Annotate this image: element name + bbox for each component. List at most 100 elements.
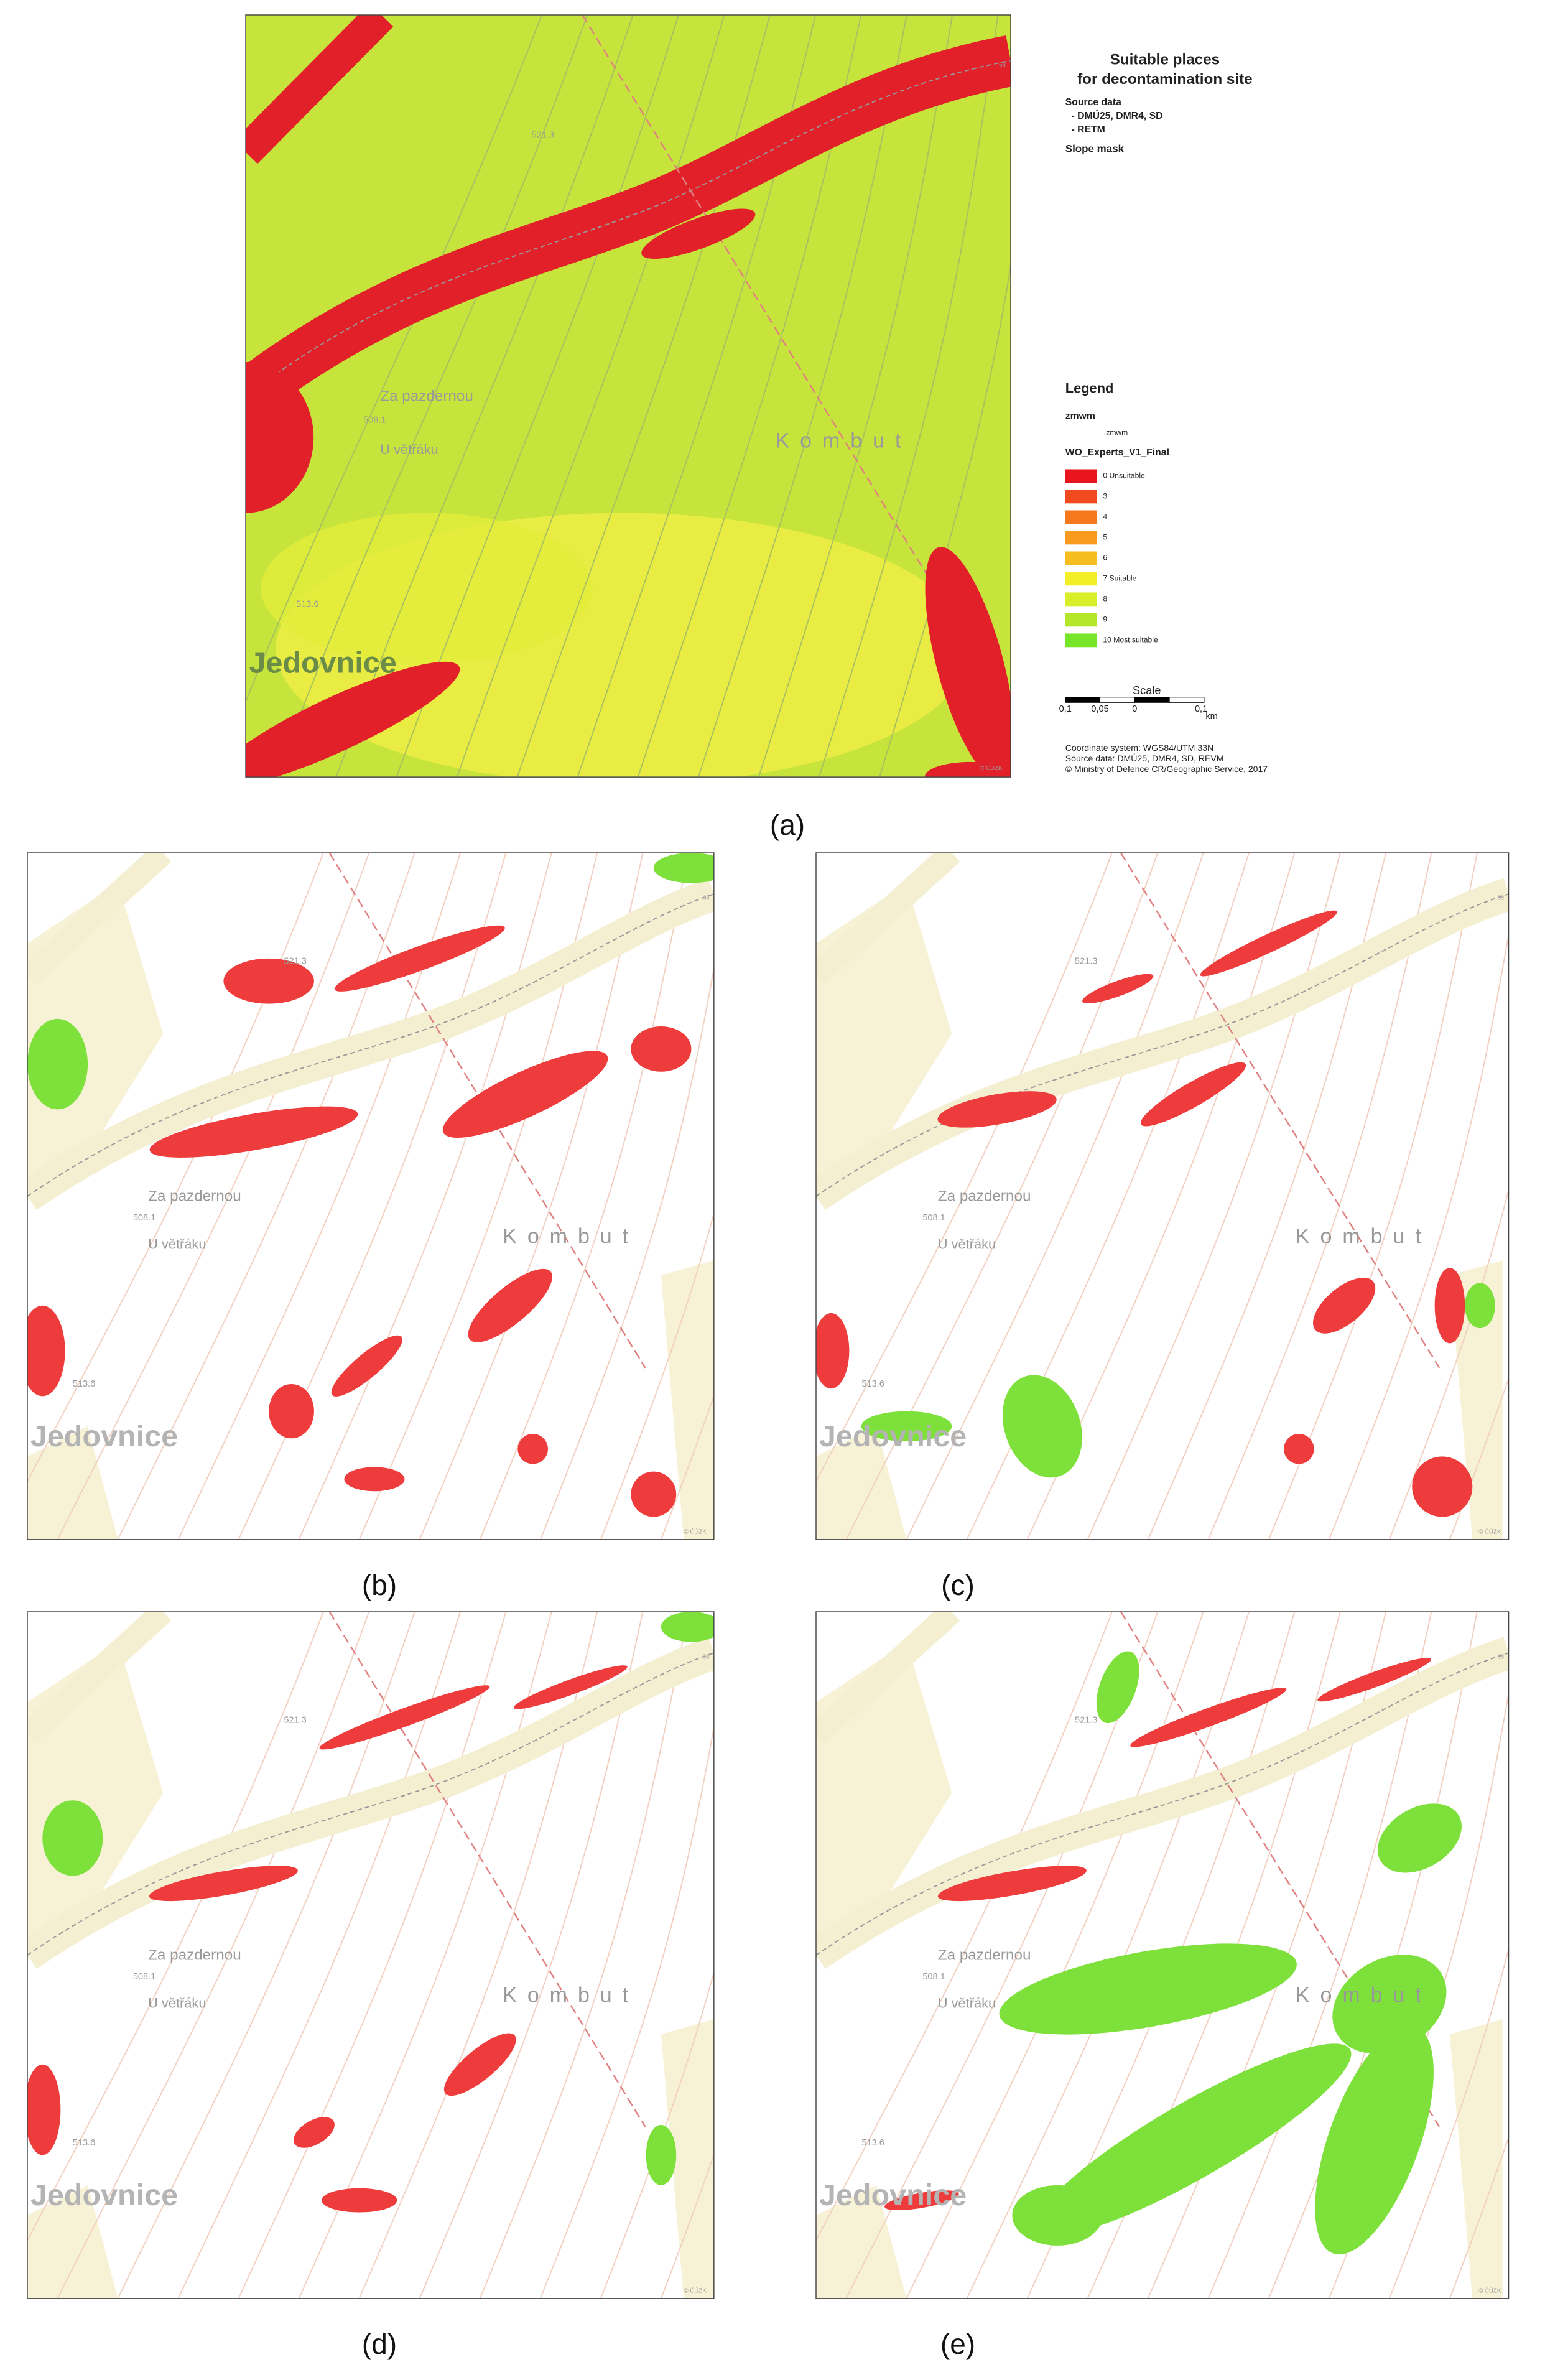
unsuitable-area — [442, 1051, 608, 1138]
suitable-area — [1377, 1803, 1462, 1873]
unsuitable-area — [334, 925, 505, 992]
unsuitable-area — [1434, 1268, 1465, 1344]
panel-label: (b) — [362, 1569, 397, 1601]
panel-label: (a) — [770, 809, 805, 841]
map-label: 508.1 — [133, 1972, 155, 1982]
contour — [177, 1612, 461, 2299]
map-label: Kombut — [503, 1225, 639, 1248]
map-label: Kombut — [776, 429, 912, 453]
map-label: 68 — [1497, 895, 1504, 901]
legend-text: Slope mask — [1065, 143, 1125, 155]
scale-bar — [1100, 697, 1135, 703]
suitable-area — [653, 853, 714, 883]
legend-swatch — [1065, 633, 1097, 648]
contour — [816, 1612, 1113, 2242]
unsuitable-area — [937, 1091, 1057, 1128]
legend: Suitable places for decontamination site S… — [1059, 51, 1268, 774]
unsuitable-area — [1313, 1277, 1376, 1334]
contour — [1087, 853, 1341, 1540]
unsuitable-area — [1200, 910, 1337, 977]
map-label: 521.3 — [532, 131, 554, 141]
contour — [1328, 931, 1509, 1540]
village-area — [661, 2019, 714, 2299]
legend-text: - RETM — [1071, 124, 1105, 135]
legend-swatch — [1065, 572, 1097, 586]
map-label: Kombut — [1296, 1984, 1432, 2007]
contour — [600, 1969, 714, 2299]
suitable-area — [661, 1612, 714, 1642]
map-label: 68 — [1497, 1653, 1504, 1660]
unsuitable-area — [27, 2064, 61, 2155]
unsuitable-area — [1284, 1434, 1314, 1464]
legend-swatch — [1065, 490, 1097, 504]
map-label: U větřáku — [148, 1237, 206, 1252]
contour — [479, 853, 689, 1540]
map-label: © ČÚZK — [980, 765, 1003, 772]
unsuitable-area — [331, 1335, 402, 1397]
railway — [816, 893, 1509, 1197]
legend-text: Coordinate system: WGS84/UTM 33N — [1065, 743, 1213, 753]
map-label: 508.1 — [922, 1213, 945, 1223]
panel-label: (d) — [362, 2328, 397, 2360]
contour — [1207, 1612, 1432, 2299]
map-frame — [27, 1611, 715, 2299]
map-label: Jedovnice — [30, 1420, 178, 1453]
map-label: 508.1 — [133, 1213, 155, 1223]
legend-text: 7 Suitable — [1103, 574, 1136, 583]
panel-label: (c) — [941, 1569, 975, 1601]
map-label: © ČÚZK — [1478, 1528, 1501, 1535]
boundary — [1120, 853, 1441, 1369]
contour — [1449, 2136, 1509, 2299]
unsuitable-area — [937, 1866, 1087, 1902]
map-frame — [245, 14, 1011, 778]
legend-text: 3 — [1103, 492, 1107, 501]
unsuitable-area — [344, 1467, 405, 1492]
map-label: Za pazdernou — [148, 1188, 241, 1205]
suitable-area — [1012, 2185, 1103, 2246]
legend-text: Scale — [1133, 684, 1161, 697]
map-label: Za pazdernou — [380, 388, 473, 404]
village-area — [816, 1642, 952, 1959]
map-content: 521.3 Za pazdernou 508.1 U větřáku Kombut 513… — [816, 1612, 1509, 2299]
railway — [27, 893, 714, 1197]
contour — [539, 1724, 714, 2299]
scale-bar — [1134, 697, 1170, 703]
contour — [298, 853, 552, 1540]
contour — [516, 15, 771, 778]
contour — [758, 15, 953, 778]
suitable-area — [1035, 2043, 1352, 2236]
map-label: 508.1 — [363, 415, 386, 425]
map-label: Jedovnice — [30, 2178, 178, 2212]
map-panel: 521.3 Za pazdernou 508.1 U větřáku Kombut 513… — [815, 1611, 1510, 2299]
legend-text: Source data: DMÚ25, DMR4, SD, REVM — [1065, 753, 1224, 763]
scale-bar — [1065, 697, 1101, 703]
unsuitable-area — [149, 1866, 298, 1902]
contour — [238, 1612, 507, 2299]
map-label: Kombut — [503, 1984, 639, 2007]
unsuitable-area — [631, 1471, 677, 1517]
legend-text: Legend — [1065, 381, 1114, 396]
legend-text: 0,05 — [1091, 704, 1108, 714]
contour — [246, 15, 542, 704]
unsuitable-area — [319, 1685, 490, 1750]
contour — [479, 1612, 689, 2299]
map-label: 513.6 — [861, 1379, 884, 1389]
legend-text: WO_Experts_V1_Final — [1065, 447, 1169, 458]
legend-text: Source data — [1065, 97, 1121, 108]
map-label: U větřáku — [380, 442, 438, 457]
legend-text: 9 — [1103, 615, 1107, 624]
unsuitable-area — [443, 2033, 516, 2096]
map-label: 513.6 — [73, 2138, 95, 2148]
scale-bar — [1169, 697, 1205, 703]
legend-swatch — [1065, 551, 1097, 565]
map-label: 521.3 — [1075, 1716, 1097, 1726]
unsuitable-area — [884, 2190, 959, 2211]
suitable-area — [861, 1411, 952, 1442]
legend-text: zmwm — [1065, 411, 1095, 422]
legend-swatch — [1065, 469, 1097, 483]
boundary — [328, 1612, 646, 2127]
contour — [600, 1211, 714, 1540]
map-frame — [27, 852, 715, 1540]
